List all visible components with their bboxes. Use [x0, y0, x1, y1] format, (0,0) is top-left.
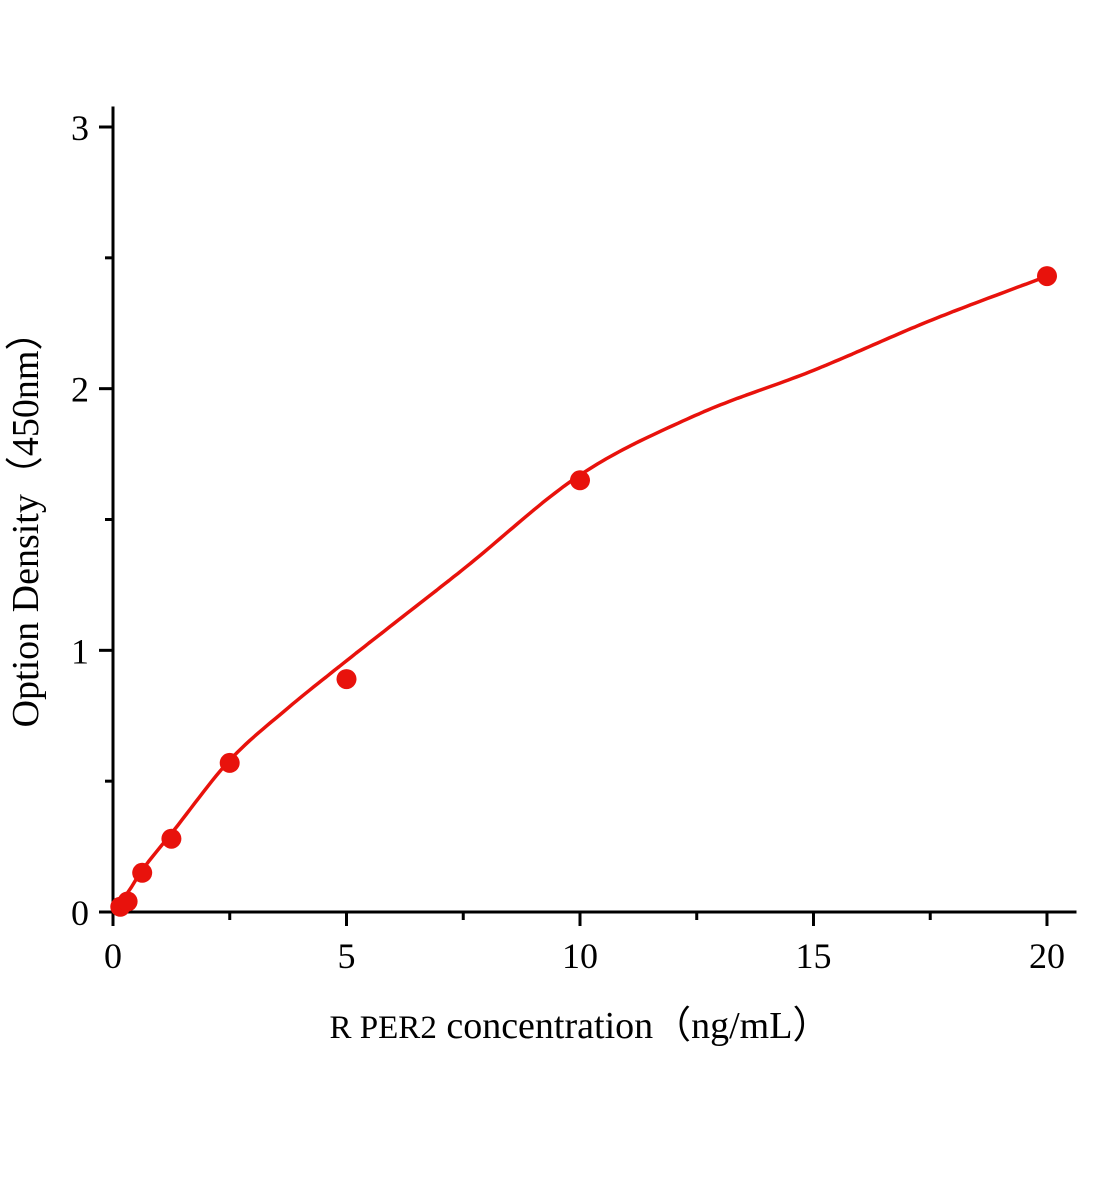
x-tick-label: 0	[104, 936, 122, 976]
axes-frame	[111, 106, 1077, 914]
data-point	[132, 862, 153, 883]
y-tick-label: 1	[71, 631, 89, 671]
x-tick-label: 20	[1029, 936, 1065, 976]
x-tick-label: 10	[562, 936, 598, 976]
x-tick-label: 5	[337, 936, 355, 976]
data-point	[117, 891, 138, 912]
data-point	[219, 752, 240, 773]
data-point	[1037, 266, 1057, 287]
x-axis-label-part: R PER2	[330, 1010, 437, 1046]
y-tick-label: 3	[71, 108, 89, 148]
data-point	[570, 470, 590, 491]
data-point	[161, 828, 182, 849]
y-tick-label: 0	[71, 893, 89, 933]
fit-curve	[112, 274, 1049, 912]
x-tick-label: 15	[795, 936, 831, 976]
x-axis-label: R PER2 concentration（ng/mL）	[330, 1005, 831, 1047]
y-axis-label: Option Density（450nm）	[5, 313, 47, 728]
data-point	[336, 669, 357, 690]
x-axis-label-part: concentration（ng/mL）	[437, 1005, 831, 1047]
plot-area: 0 5 10 15 20 0 1 2 3	[71, 106, 1077, 976]
y-tick-label: 2	[71, 370, 89, 410]
